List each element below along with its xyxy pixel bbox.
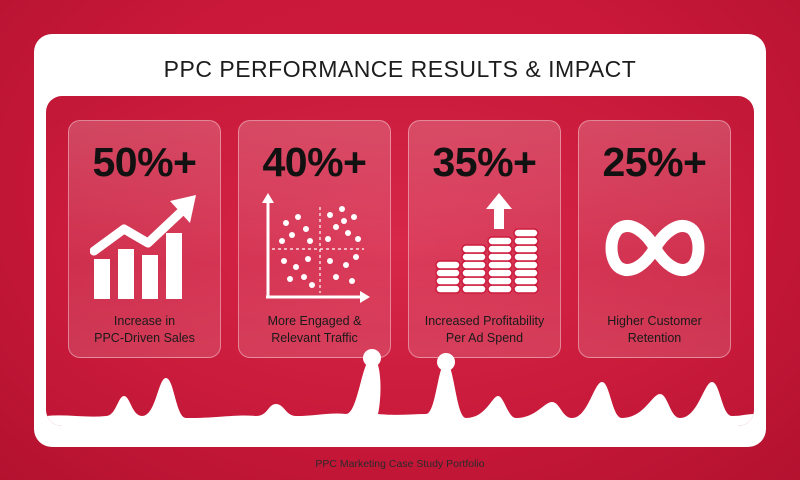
stat-label: More Engaged & Relevant Traffic (239, 313, 390, 347)
stat-label-line: Increase in (113, 314, 176, 328)
scatter-plot-icon (262, 193, 370, 303)
stat-label-line: Relevant Traffic (271, 331, 358, 345)
stat-label: Increased Profitability Per Ad Spend (409, 313, 560, 347)
page-title: PPC PERFORMANCE RESULTS & IMPACT (163, 56, 637, 82)
stat-label: Higher Customer Retention (579, 313, 730, 347)
infinity-icon (605, 220, 705, 276)
stat-value: 40%+ (262, 139, 367, 185)
stat-label-line: More Engaged & (267, 314, 362, 328)
stat-card-sales: 50%+ Increase in PPC-Driven Sales (68, 120, 221, 358)
infographic-frame: PPC PERFORMANCE RESULTS & IMPACT 50%+ In… (34, 34, 766, 447)
results-panel: 50%+ Increase in PPC-Driven Sales 40%+ (46, 96, 754, 426)
footer-caption: PPC Marketing Case Study Portfolio (315, 458, 485, 470)
stat-card-retention: 25%+ Higher Customer Retention (578, 120, 731, 358)
stat-card-traffic: 40%+ (238, 120, 391, 358)
stat-value: 25%+ (602, 139, 707, 185)
stat-value: 35%+ (432, 139, 537, 185)
stat-label-line: Per Ad Spend (445, 331, 524, 345)
drip-decoration (46, 349, 754, 426)
bar-chart-arrow-icon (90, 195, 196, 299)
stat-card-profitability: 35%+ (408, 120, 561, 358)
coin-stacks-arrow-icon (435, 193, 539, 294)
stat-label-line: Retention (627, 331, 682, 345)
stat-label-line: Higher Customer (607, 314, 702, 328)
stat-label: Increase in PPC-Driven Sales (69, 313, 220, 347)
stat-value: 50%+ (92, 139, 197, 185)
stat-label-line: PPC-Driven Sales (94, 331, 195, 345)
stat-label-line: Increased Profitability (424, 314, 545, 328)
